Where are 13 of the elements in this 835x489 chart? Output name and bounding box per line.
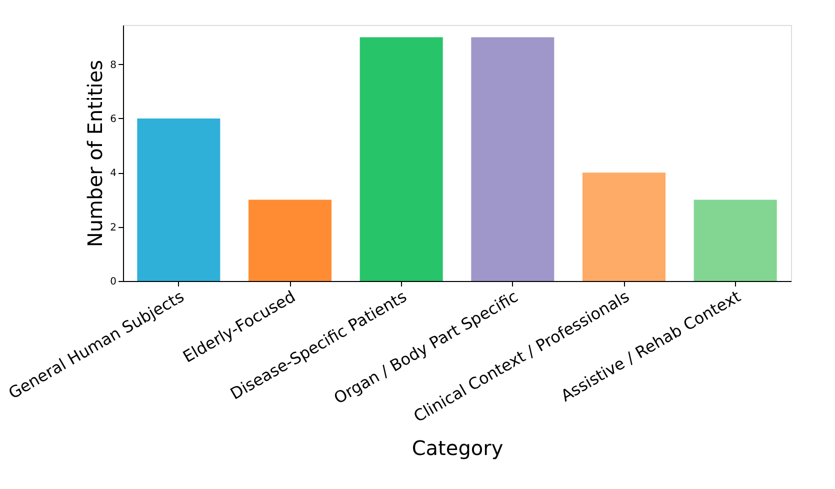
bar [694,200,777,281]
x-axis-title: Category [412,436,504,460]
y-tick-label: 6 [110,114,116,125]
bar [582,172,666,281]
bar [137,118,220,281]
bar [248,200,332,281]
y-axis-title: Number of Entities [83,60,108,248]
y-tick-label: 0 [110,276,116,288]
bar [471,37,554,281]
bar [360,37,443,281]
y-tick-label: 4 [110,168,116,180]
y-tick-label: 2 [110,222,116,234]
y-tick-label: 8 [110,60,116,71]
